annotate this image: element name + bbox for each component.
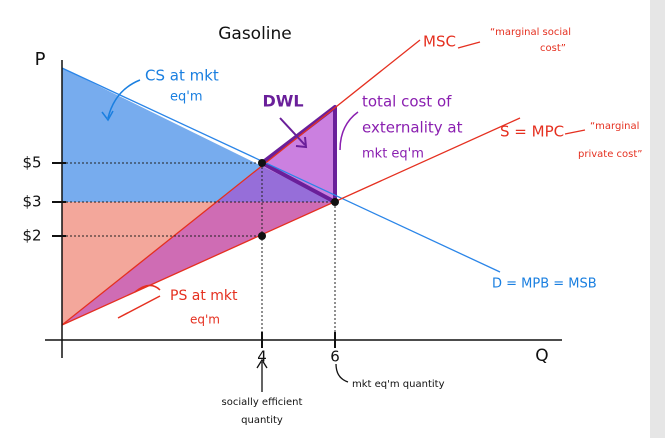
- arrowhead: [101, 110, 114, 122]
- cs-label: CS at mkt: [145, 67, 219, 85]
- externality-label: mkt eq'm: [362, 147, 424, 162]
- edge-strip: [650, 0, 665, 438]
- market-quantity-label: mkt eq'm quantity: [352, 379, 445, 390]
- arrowhead: [295, 136, 308, 149]
- msc-label: MSC: [423, 33, 456, 51]
- msc-note: cost”: [540, 43, 566, 54]
- cs-label: eq'm: [170, 90, 203, 105]
- mpc-curve: [61, 117, 521, 326]
- deadweight-loss: [260, 105, 337, 204]
- x-axis-label: Q: [535, 346, 548, 366]
- arrow: [107, 79, 141, 119]
- dwl-label: DWL: [262, 92, 303, 111]
- y-axis-label: P: [35, 49, 46, 70]
- quantity-tick-label: 6: [330, 348, 340, 366]
- price-tick-label: $3: [22, 193, 41, 211]
- quantity-tick-label: 4: [257, 348, 267, 366]
- point: [331, 198, 339, 206]
- arrow: [335, 363, 349, 383]
- arrowhead: [256, 358, 268, 369]
- msc-note: “marginal social: [490, 27, 571, 38]
- price-tick-label: $2: [22, 227, 41, 245]
- ps-label: PS at mkt: [170, 288, 238, 304]
- point: [258, 159, 266, 167]
- title: Gasoline: [218, 24, 292, 44]
- arrow: [457, 41, 481, 49]
- arrow: [564, 129, 586, 135]
- arrow: [134, 284, 161, 293]
- efficient-quantity-label: socially efficient: [222, 397, 303, 408]
- externality-label: externality at: [362, 119, 463, 137]
- price-tick-label: $5: [22, 154, 41, 172]
- efficient-quantity-label: quantity: [241, 415, 283, 426]
- arrow: [117, 295, 161, 319]
- msc-curve: [61, 39, 421, 326]
- point: [258, 232, 266, 240]
- externality-label: total cost of: [362, 93, 452, 111]
- mpc-note: “marginal: [590, 121, 639, 132]
- mpc-note: private cost”: [578, 149, 642, 160]
- mpc-label: S = MPC: [500, 123, 564, 141]
- ps-label: eq'm: [190, 313, 220, 327]
- demand-label: D = MPB = MSB: [492, 277, 597, 292]
- demand-curve: [61, 67, 501, 273]
- arrow: [339, 111, 359, 151]
- arrow: [279, 117, 306, 146]
